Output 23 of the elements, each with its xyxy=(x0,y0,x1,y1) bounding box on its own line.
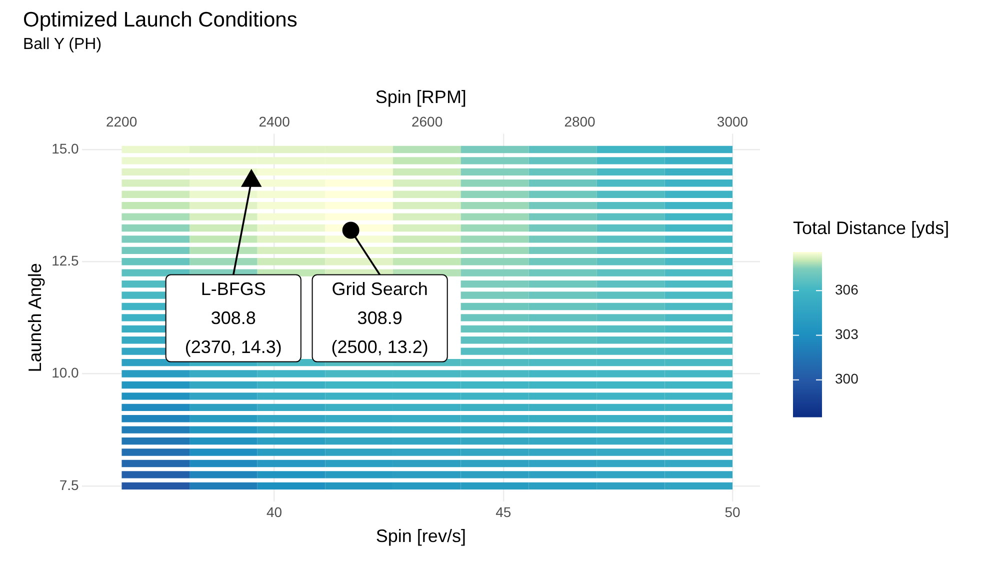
x2-tick-label: 3000 xyxy=(716,113,748,130)
x-tick-label: 45 xyxy=(496,504,512,520)
chart-title: Optimized Launch Conditions xyxy=(23,8,298,32)
color-bar-label: 306 xyxy=(835,282,859,298)
annotation: Grid Search 308.9 (2500, 13.2) xyxy=(331,278,428,357)
chart-subtitle: Ball Y (PH) xyxy=(23,36,102,54)
x2-tick-label: 2400 xyxy=(258,113,290,130)
y-axis-title: Launch Angle xyxy=(24,263,45,372)
x-tick-label: 40 xyxy=(266,504,282,520)
x-tick-label: 50 xyxy=(724,504,741,520)
x2-tick-label: 2600 xyxy=(411,113,443,130)
x2-tick-label: 2800 xyxy=(564,113,596,130)
color-bar-label: 303 xyxy=(835,326,859,342)
color-bar-title: Total Distance [yds] xyxy=(793,218,950,238)
x2-tick-label: 2200 xyxy=(106,113,138,130)
x-axis-title: Spin [rev/s] xyxy=(376,526,466,546)
y-tick-label: 10.0 xyxy=(52,364,80,381)
y-tick-label: 15.0 xyxy=(52,140,80,156)
annotation: L-BFGS 308.8 (2370, 14.3) xyxy=(184,278,282,357)
color-bar-label: 300 xyxy=(835,370,859,387)
y-tick-label: 12.5 xyxy=(52,252,80,268)
x2-axis-title: Spin [RPM] xyxy=(375,87,466,108)
y-tick-label: 7.5 xyxy=(59,476,80,493)
